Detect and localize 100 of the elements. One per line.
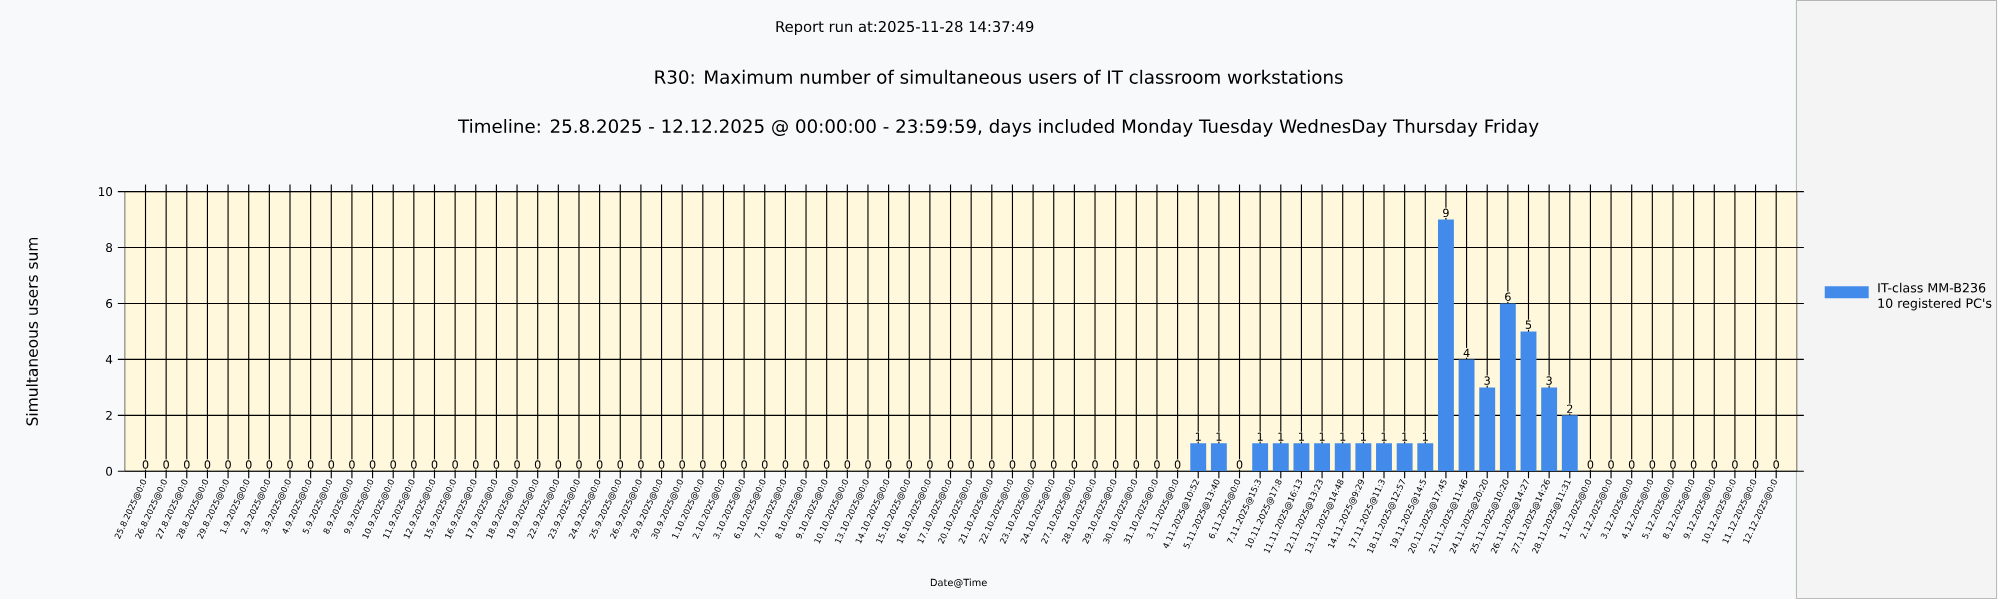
data-label: 0 bbox=[1608, 460, 1614, 469]
bar bbox=[1314, 443, 1331, 472]
data-label: 0 bbox=[390, 460, 397, 469]
data-label: 0 bbox=[720, 460, 727, 469]
data-label: 0 bbox=[472, 460, 479, 469]
data-label: 0 bbox=[266, 460, 273, 469]
bar bbox=[1520, 331, 1537, 472]
data-label: 1 bbox=[1257, 432, 1263, 441]
data-label: 0 bbox=[927, 460, 933, 469]
bar bbox=[1396, 443, 1413, 472]
data-label: 3 bbox=[1546, 376, 1552, 385]
y-tick-label: 0 bbox=[106, 466, 113, 476]
data-label: 0 bbox=[534, 460, 541, 469]
data-label: 1 bbox=[1299, 432, 1304, 441]
data-label: 0 bbox=[1670, 460, 1676, 469]
data-label: 1 bbox=[1361, 432, 1366, 441]
data-label: 0 bbox=[452, 460, 458, 469]
data-label: 0 bbox=[988, 460, 995, 469]
data-label: 0 bbox=[576, 460, 582, 469]
data-label: 0 bbox=[142, 460, 149, 469]
bar bbox=[1190, 443, 1207, 472]
x-axis-title: Date@Time bbox=[930, 578, 987, 588]
data-label: 0 bbox=[741, 460, 747, 469]
data-label: 0 bbox=[493, 460, 500, 469]
data-label: 1 bbox=[1381, 432, 1387, 441]
data-label: 1 bbox=[1340, 432, 1346, 441]
data-label: 1 bbox=[1402, 432, 1408, 441]
data-label: 0 bbox=[782, 460, 789, 469]
data-label: 0 bbox=[555, 460, 562, 469]
y-tick-label: 4 bbox=[105, 355, 113, 364]
text: Report run at:2025-11-28 14:37:49 bbox=[776, 20, 1034, 35]
y-tick-label: 10 bbox=[99, 187, 113, 197]
data-label: 0 bbox=[1030, 460, 1036, 469]
data-label: 0 bbox=[700, 460, 706, 469]
data-label: 0 bbox=[1092, 460, 1098, 469]
data-label: 5 bbox=[1525, 320, 1532, 329]
data-label: 0 bbox=[307, 460, 314, 469]
data-label: 0 bbox=[328, 460, 335, 469]
data-label: 0 bbox=[947, 460, 954, 469]
data-label: 0 bbox=[658, 460, 665, 469]
data-label: 0 bbox=[411, 460, 417, 469]
y-tick-label: 2 bbox=[106, 410, 112, 420]
data-label: 0 bbox=[1133, 460, 1140, 469]
data-label: 0 bbox=[349, 460, 355, 469]
data-label: 1 bbox=[1422, 432, 1428, 441]
data-label: 0 bbox=[638, 460, 644, 469]
bar bbox=[1417, 443, 1434, 472]
data-label: 0 bbox=[596, 460, 603, 469]
bar bbox=[1437, 219, 1454, 472]
bar bbox=[1252, 443, 1269, 472]
data-label: 1 bbox=[1278, 432, 1284, 441]
data-label: 0 bbox=[287, 460, 293, 469]
y-axis-title: Simultaneous users sum bbox=[25, 237, 38, 426]
data-label: 6 bbox=[1505, 292, 1511, 301]
data-label: 1 bbox=[1319, 432, 1325, 441]
bar bbox=[1334, 443, 1351, 472]
data-label: 0 bbox=[803, 460, 809, 469]
data-label: 0 bbox=[204, 460, 211, 469]
data-label: 0 bbox=[1690, 460, 1697, 469]
data-label: 0 bbox=[1050, 460, 1057, 469]
data-label: 0 bbox=[1587, 460, 1594, 469]
data-label: 0 bbox=[844, 460, 851, 469]
data-label: 0 bbox=[1174, 460, 1181, 469]
data-label: 0 bbox=[865, 460, 871, 469]
bar bbox=[1541, 387, 1558, 472]
data-label: 0 bbox=[369, 460, 376, 469]
legend-label: IT-class MM-B236 10 registered PC's bbox=[1878, 282, 1992, 311]
data-label: 1 bbox=[1195, 432, 1201, 441]
data-label: 0 bbox=[245, 460, 252, 469]
data-label: 0 bbox=[431, 460, 438, 469]
data-label: 0 bbox=[885, 460, 892, 469]
bar bbox=[1355, 443, 1372, 472]
data-label: 0 bbox=[823, 460, 830, 469]
data-label: 0 bbox=[968, 460, 975, 469]
data-label: 0 bbox=[1154, 460, 1160, 469]
data-label: 0 bbox=[1236, 460, 1243, 469]
data-label: 9 bbox=[1443, 208, 1449, 217]
data-label: 0 bbox=[514, 460, 520, 469]
bar bbox=[1479, 387, 1496, 472]
chart-title: R30: Maximum number of simultaneous users of IT classroom workstations bbox=[655, 69, 1343, 84]
data-label: 0 bbox=[1732, 460, 1738, 469]
data-label: 0 bbox=[1649, 460, 1656, 469]
data-label: 4 bbox=[1463, 348, 1470, 357]
bar bbox=[1458, 359, 1475, 472]
bar bbox=[1272, 443, 1289, 472]
bar bbox=[1561, 415, 1578, 472]
data-label: 0 bbox=[761, 460, 768, 469]
data-label: 0 bbox=[617, 460, 624, 469]
data-label: 0 bbox=[1773, 460, 1780, 469]
data-label: 0 bbox=[1112, 460, 1119, 469]
data-label: 0 bbox=[1071, 460, 1078, 469]
data-label: 1 bbox=[1216, 432, 1222, 441]
data-label: 0 bbox=[906, 460, 913, 469]
data-label: 0 bbox=[163, 460, 169, 469]
chart-subtitle: Timeline: 25.8.2025 - 12.12.2025 @ 00:00:00 - 23:59:59, days included Monday Tuesday WednesDay Thursday Friday bbox=[458, 118, 1539, 137]
data-label: 0 bbox=[1711, 460, 1718, 469]
bar bbox=[1499, 303, 1516, 472]
bar bbox=[1210, 443, 1227, 472]
data-label: 0 bbox=[1628, 460, 1635, 469]
data-label: 0 bbox=[1009, 460, 1016, 469]
